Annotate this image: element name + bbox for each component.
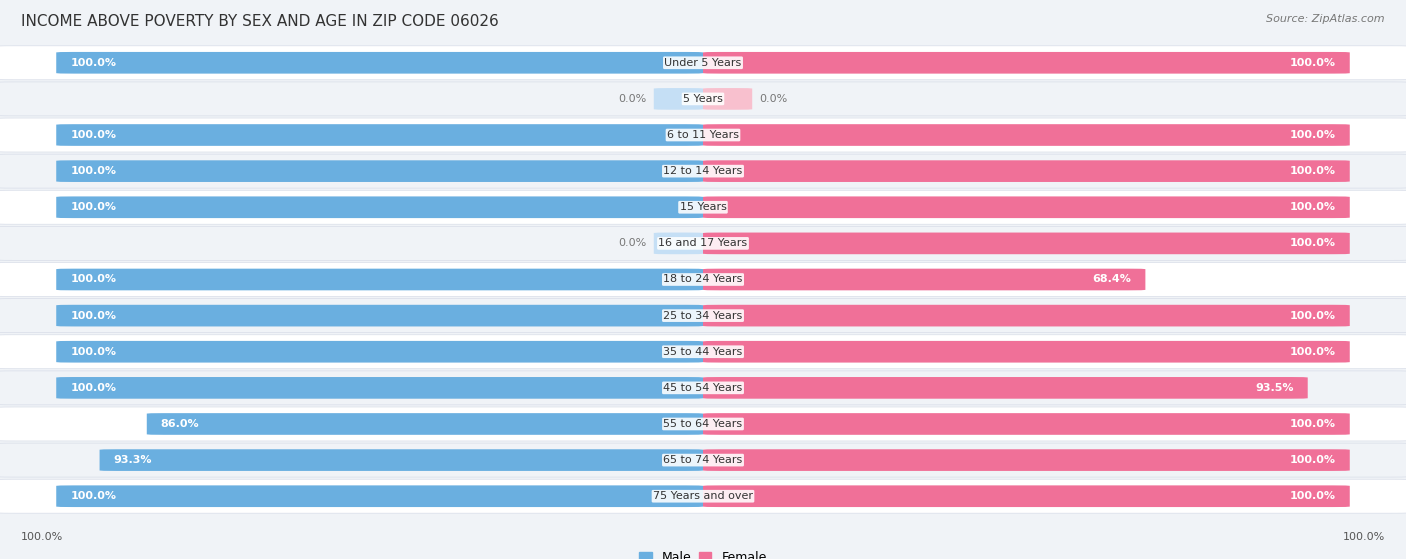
FancyBboxPatch shape [56, 196, 703, 218]
Text: 93.5%: 93.5% [1256, 383, 1294, 393]
Text: 5 Years: 5 Years [683, 94, 723, 104]
Text: 100.0%: 100.0% [1289, 202, 1336, 212]
Text: 100.0%: 100.0% [1289, 311, 1336, 321]
FancyBboxPatch shape [0, 82, 1406, 116]
FancyBboxPatch shape [703, 124, 1350, 146]
Text: 100.0%: 100.0% [1289, 419, 1336, 429]
FancyBboxPatch shape [0, 299, 1406, 333]
Text: 6 to 11 Years: 6 to 11 Years [666, 130, 740, 140]
Text: 100.0%: 100.0% [70, 130, 117, 140]
Text: 15 Years: 15 Years [679, 202, 727, 212]
Text: 100.0%: 100.0% [1289, 238, 1336, 248]
Text: 93.3%: 93.3% [114, 455, 152, 465]
FancyBboxPatch shape [703, 52, 1350, 74]
FancyBboxPatch shape [0, 118, 1406, 152]
Text: 100.0%: 100.0% [70, 274, 117, 285]
Text: 16 and 17 Years: 16 and 17 Years [658, 238, 748, 248]
Text: 18 to 24 Years: 18 to 24 Years [664, 274, 742, 285]
Text: 0.0%: 0.0% [759, 94, 787, 104]
Text: 100.0%: 100.0% [1289, 130, 1336, 140]
FancyBboxPatch shape [56, 269, 703, 290]
Text: 100.0%: 100.0% [70, 347, 117, 357]
FancyBboxPatch shape [703, 160, 1350, 182]
Text: 55 to 64 Years: 55 to 64 Years [664, 419, 742, 429]
FancyBboxPatch shape [703, 196, 1350, 218]
FancyBboxPatch shape [56, 341, 703, 363]
FancyBboxPatch shape [0, 407, 1406, 441]
Text: 100.0%: 100.0% [1289, 347, 1336, 357]
Text: 100.0%: 100.0% [21, 532, 63, 542]
FancyBboxPatch shape [0, 335, 1406, 369]
FancyBboxPatch shape [146, 413, 703, 435]
Text: 75 Years and over: 75 Years and over [652, 491, 754, 501]
Text: 0.0%: 0.0% [619, 238, 647, 248]
FancyBboxPatch shape [0, 371, 1406, 405]
Text: 0.0%: 0.0% [619, 94, 647, 104]
FancyBboxPatch shape [0, 263, 1406, 296]
FancyBboxPatch shape [56, 305, 703, 326]
FancyBboxPatch shape [0, 443, 1406, 477]
FancyBboxPatch shape [0, 46, 1406, 80]
FancyBboxPatch shape [703, 341, 1350, 363]
Text: 100.0%: 100.0% [70, 383, 117, 393]
Text: 100.0%: 100.0% [70, 491, 117, 501]
Text: 100.0%: 100.0% [1289, 166, 1336, 176]
Text: 100.0%: 100.0% [70, 58, 117, 68]
Text: 100.0%: 100.0% [70, 311, 117, 321]
Text: 45 to 54 Years: 45 to 54 Years [664, 383, 742, 393]
FancyBboxPatch shape [654, 233, 703, 254]
Text: 100.0%: 100.0% [1289, 58, 1336, 68]
FancyBboxPatch shape [703, 413, 1350, 435]
Text: 100.0%: 100.0% [1289, 455, 1336, 465]
Text: Under 5 Years: Under 5 Years [665, 58, 741, 68]
FancyBboxPatch shape [703, 269, 1146, 290]
FancyBboxPatch shape [56, 377, 703, 399]
FancyBboxPatch shape [703, 305, 1350, 326]
Text: INCOME ABOVE POVERTY BY SEX AND AGE IN ZIP CODE 06026: INCOME ABOVE POVERTY BY SEX AND AGE IN Z… [21, 14, 499, 29]
Text: 100.0%: 100.0% [70, 166, 117, 176]
FancyBboxPatch shape [703, 485, 1350, 507]
Text: Source: ZipAtlas.com: Source: ZipAtlas.com [1267, 14, 1385, 24]
FancyBboxPatch shape [0, 154, 1406, 188]
FancyBboxPatch shape [0, 226, 1406, 260]
Text: 100.0%: 100.0% [1343, 532, 1385, 542]
FancyBboxPatch shape [703, 88, 752, 110]
FancyBboxPatch shape [56, 160, 703, 182]
FancyBboxPatch shape [703, 449, 1350, 471]
FancyBboxPatch shape [703, 233, 1350, 254]
Text: 100.0%: 100.0% [70, 202, 117, 212]
FancyBboxPatch shape [703, 377, 1308, 399]
FancyBboxPatch shape [56, 485, 703, 507]
Text: 86.0%: 86.0% [160, 419, 200, 429]
Text: 25 to 34 Years: 25 to 34 Years [664, 311, 742, 321]
Text: 35 to 44 Years: 35 to 44 Years [664, 347, 742, 357]
FancyBboxPatch shape [654, 88, 703, 110]
Legend: Male, Female: Male, Female [640, 551, 766, 559]
Text: 68.4%: 68.4% [1092, 274, 1132, 285]
Text: 100.0%: 100.0% [1289, 491, 1336, 501]
Text: 65 to 74 Years: 65 to 74 Years [664, 455, 742, 465]
FancyBboxPatch shape [100, 449, 703, 471]
FancyBboxPatch shape [0, 190, 1406, 224]
FancyBboxPatch shape [0, 479, 1406, 513]
Text: 12 to 14 Years: 12 to 14 Years [664, 166, 742, 176]
FancyBboxPatch shape [56, 124, 703, 146]
FancyBboxPatch shape [56, 52, 703, 74]
